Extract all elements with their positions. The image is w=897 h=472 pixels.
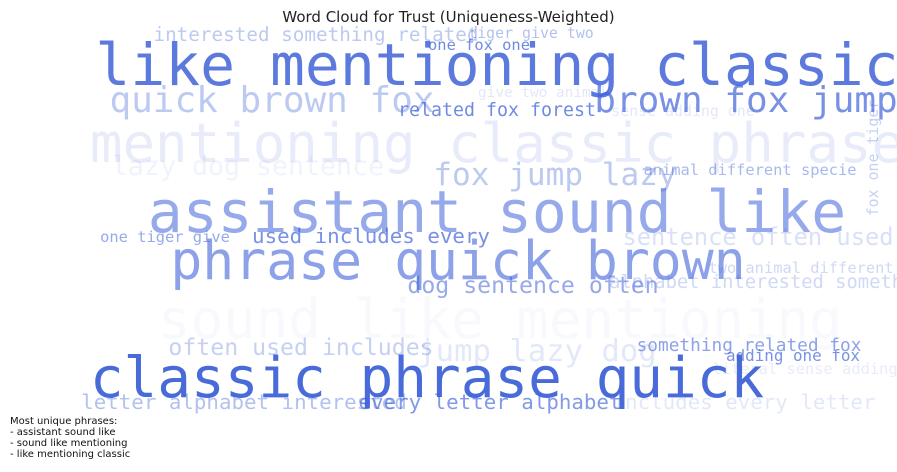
word-give-two-animal: give two animal (478, 85, 608, 101)
word-dog-sentence-often: dog sentence often (407, 272, 658, 299)
word-fox-one-tiger: fox one tiger (864, 100, 882, 217)
word-includes-every-letter: includes every letter (613, 390, 876, 414)
word-interested-something-related: interested something related (153, 23, 478, 46)
word-assistant-sound-like: assistant sound like (148, 178, 846, 246)
unique-phrase-item: - assistant sound like (10, 427, 116, 438)
word-mentioning-classic-phrase: mentioning classic phrase (90, 112, 897, 175)
unique-phrase-item: - like mentioning classic (10, 449, 131, 460)
word-lazy-dog-sentence: lazy dog sentence (112, 151, 384, 182)
word-used-includes-every: used includes every (252, 224, 490, 248)
word-two-animal-different: two animal different (708, 259, 893, 277)
chart-title: Word Cloud for Trust (Uniqueness-Weighte… (282, 8, 615, 26)
unique-phrase-item: - sound like mentioning (10, 438, 128, 449)
word-sound-like-mentioning: sound like mentioning (158, 288, 842, 351)
word-alphabet-interested-something: alphabet interested something (609, 272, 897, 293)
unique-phrases-heading: Most unique phrases: (10, 416, 118, 427)
unique-phrases-note: Most unique phrases: - assistant sound l… (10, 416, 130, 460)
word-sentence-often-used: sentence often used (623, 223, 894, 251)
word-often-used-includes: often used includes (168, 334, 433, 361)
word-brown-fox-jump: brown fox jump (594, 80, 897, 121)
word-classic-phrase-quick: classic phrase quick (90, 346, 764, 411)
word-sense-adding-one: sense adding one (611, 102, 754, 120)
word-like-mentioning-classic: like mentioning classic (95, 31, 897, 99)
word-phrase-quick-brown: phrase quick brown (170, 230, 745, 292)
word-adding-one-fox: adding one fox (726, 346, 860, 365)
word-one-tiger-give: one tiger give (100, 228, 230, 246)
word-related-fox-forest: related fox forest (398, 100, 596, 121)
word-letter-alphabet-interested: letter alphabet interested (81, 390, 407, 414)
word-animal-different-specie: animal different specie (643, 161, 856, 179)
word-something-related-fox: something related fox (637, 335, 862, 356)
word-jump-lazy-dog: jump lazy dog (417, 334, 656, 369)
word-quick-brown-fox: quick brown fox (109, 80, 434, 121)
word-literal-sense-adding: literal sense adding (712, 360, 897, 378)
word-every-letter-alphabet: every letter alphabet (359, 390, 622, 414)
word-fox-jump-lazy: fox jump lazy (433, 157, 676, 193)
word-one-fox-one: one fox one (428, 36, 530, 54)
word-tiger-give-two: tiger give two (468, 24, 594, 42)
